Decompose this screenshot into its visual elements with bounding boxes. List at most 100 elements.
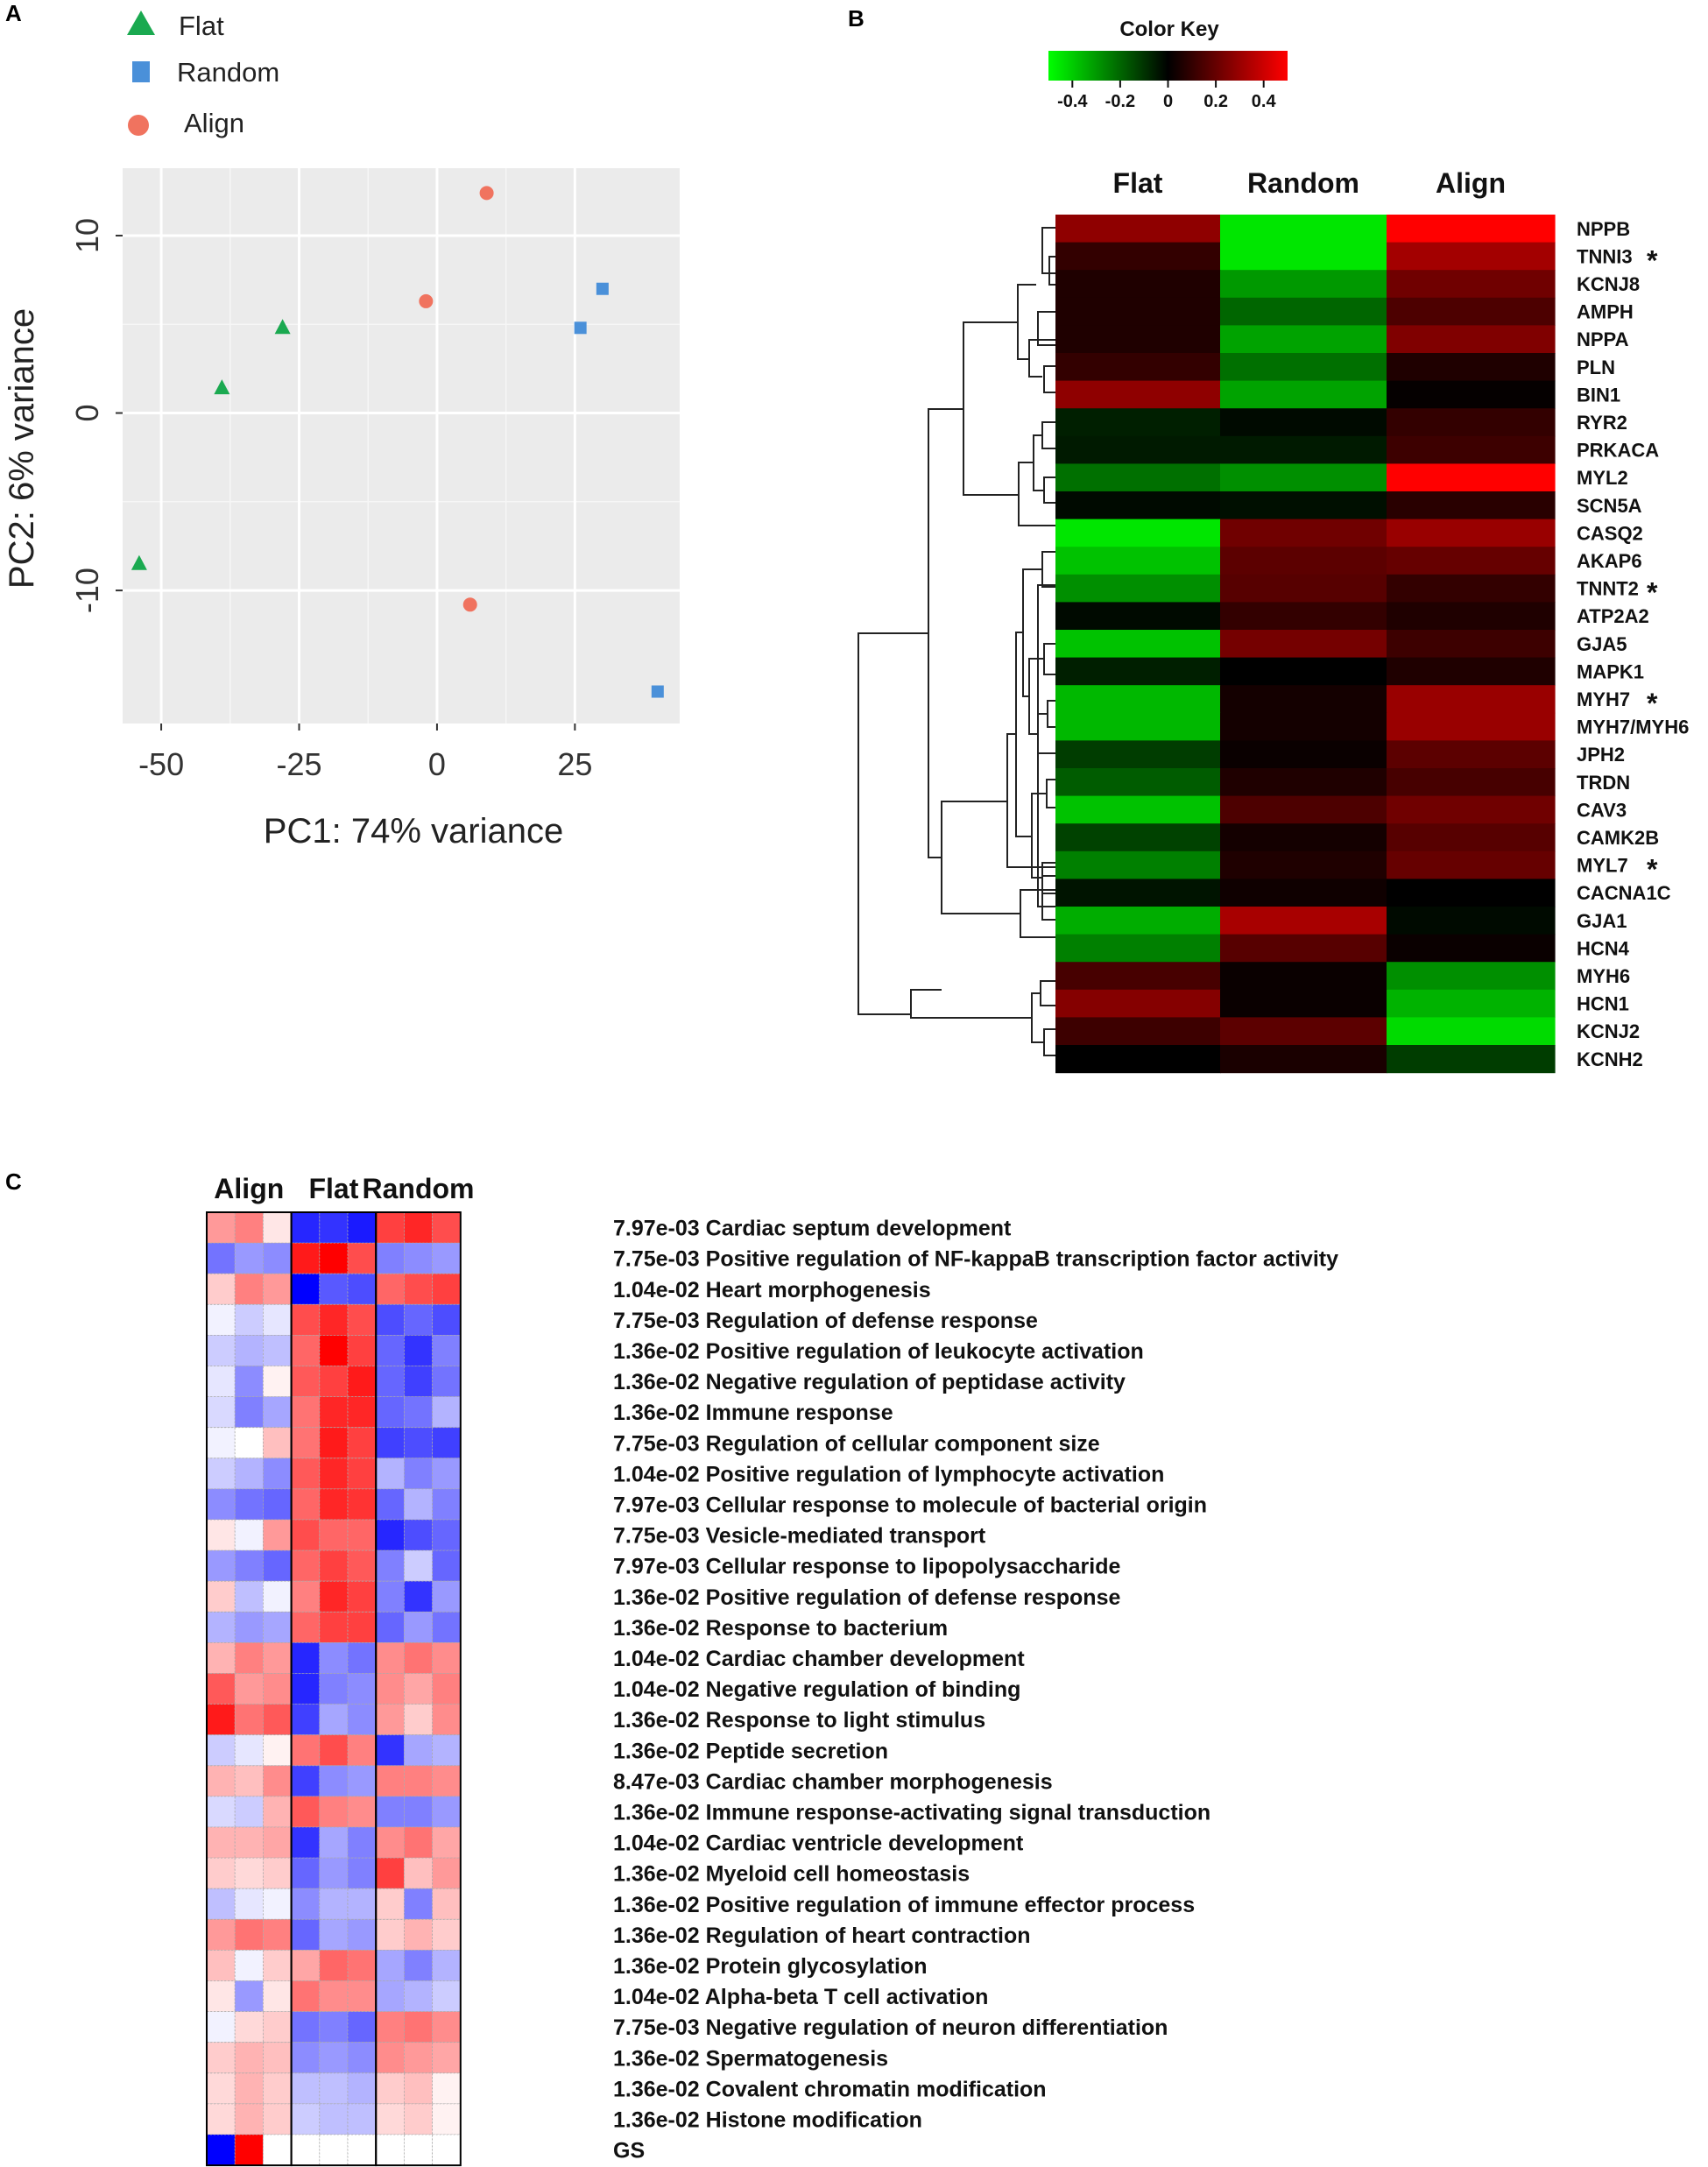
gene-heatmap-cell <box>1387 547 1556 575</box>
gene-row-label: TRDN <box>1577 772 1630 794</box>
go-heatmap-cell <box>262 2042 292 2074</box>
gene-heatmap-cell <box>1220 962 1387 991</box>
go-heatmap-cell <box>291 1765 321 1797</box>
go-heatmap-cell <box>319 1488 349 1521</box>
pca-point-align <box>479 186 494 201</box>
gene-heatmap-cell <box>1387 962 1556 991</box>
gene-heatmap-cell <box>1055 851 1221 879</box>
pca-x-tick-label: -25 <box>276 746 321 782</box>
go-heatmap-cell <box>432 2042 462 2074</box>
go-heatmap-group-frame <box>375 1211 462 2167</box>
legend-random-square-icon <box>132 61 150 82</box>
go-heatmap-cell <box>375 1980 405 2012</box>
go-heatmap-cell <box>347 1673 377 1705</box>
gene-heatmap-cell <box>1055 270 1221 299</box>
gene-heatmap-cell <box>1220 768 1387 797</box>
go-heatmap-cell <box>234 1980 264 2012</box>
go-heatmap-cell <box>206 1303 236 1336</box>
go-heatmap-cell <box>375 1734 405 1767</box>
gene-heatmap-cell <box>1055 712 1221 741</box>
go-heatmap-cell <box>432 1673 462 1705</box>
gene-heatmap-cell <box>1387 630 1556 659</box>
pca-plot-background <box>123 168 680 724</box>
gene-row-label: SCN5A <box>1577 495 1642 517</box>
go-heatmap-cell <box>432 1826 462 1859</box>
go-heatmap-cell <box>291 1826 321 1859</box>
go-term-label: 1.36e-02 Protein glycosylation <box>613 1954 927 1979</box>
pca-point-random <box>574 321 587 335</box>
go-heatmap-cell <box>291 1549 321 1582</box>
gene-heatmap-cell <box>1220 242 1387 271</box>
go-heatmap-group-header: Flat <box>308 1173 358 1204</box>
go-heatmap-cell <box>319 2134 349 2166</box>
go-heatmap-cell <box>319 1396 349 1429</box>
gene-heatmap-cell <box>1220 215 1387 244</box>
go-heatmap-cell <box>375 1796 405 1828</box>
panel-letter-b: B <box>848 5 865 32</box>
gene-heatmap-cell <box>1055 463 1221 492</box>
gene-row-label: AMPH <box>1577 301 1634 323</box>
go-heatmap-cell <box>262 1826 292 1859</box>
go-term-label: 1.36e-02 Positive regulation of leukocyt… <box>613 1339 1144 1364</box>
gene-heatmap-cell <box>1387 712 1556 741</box>
go-heatmap-cell <box>319 1642 349 1674</box>
go-heatmap-cell <box>262 1857 292 1889</box>
gene-heatmap-cell <box>1220 823 1387 852</box>
go-heatmap-cell <box>347 1519 377 1551</box>
go-term-label: 1.04e-02 Positive regulation of lymphocy… <box>613 1462 1164 1486</box>
gene-heatmap-cell <box>1220 463 1387 492</box>
go-heatmap-cell <box>262 1519 292 1551</box>
go-heatmap-cell <box>432 1734 462 1767</box>
go-heatmap-cell <box>432 1949 462 1981</box>
go-heatmap-cell <box>319 1980 349 2012</box>
gene-row-label: PRKACA <box>1577 440 1659 462</box>
go-heatmap-cell <box>206 1673 236 1705</box>
go-term-label: 1.36e-02 Positive regulation of immune e… <box>613 1893 1195 1917</box>
go-heatmap-cell <box>375 1242 405 1274</box>
gene-heatmap-cell <box>1055 795 1221 824</box>
gene-row-label: ATP2A2 <box>1577 605 1649 627</box>
go-heatmap-cell <box>234 1549 264 1582</box>
gene-heatmap-cell <box>1387 934 1556 963</box>
go-heatmap-cell <box>262 1765 292 1797</box>
gene-heatmap-cell <box>1220 712 1387 741</box>
go-term-label: 7.75e-03 Vesicle-mediated transport <box>613 1524 986 1549</box>
gene-significance-star: * <box>1647 854 1658 886</box>
gene-row-label: BIN1 <box>1577 384 1620 406</box>
gene-heatmap-cell <box>1220 491 1387 520</box>
go-heatmap-cell <box>206 2011 236 2043</box>
go-heatmap-cell <box>206 1211 236 1244</box>
go-heatmap-cell <box>234 1826 264 1859</box>
go-heatmap-cell <box>319 2042 349 2074</box>
gene-significance-star: * <box>1647 688 1658 719</box>
go-heatmap-cell <box>206 1826 236 1859</box>
gene-heatmap-cell <box>1055 879 1221 907</box>
go-term-label: 7.75e-03 Regulation of defense response <box>613 1309 1038 1333</box>
go-heatmap-cell <box>403 1734 433 1767</box>
gene-row-label: AKAP6 <box>1577 550 1642 572</box>
go-heatmap-cell <box>291 1242 321 1274</box>
gene-heatmap-cell <box>1387 491 1556 520</box>
go-heatmap-cell <box>262 1888 292 1920</box>
go-heatmap-cell <box>262 1211 292 1244</box>
gene-heatmap-cell <box>1055 740 1221 769</box>
go-heatmap-cell <box>206 1796 236 1828</box>
go-term-label: 1.36e-02 Response to light stimulus <box>613 1708 985 1733</box>
go-heatmap-cell <box>432 1918 462 1951</box>
go-heatmap-cell <box>403 1704 433 1736</box>
gene-heatmap-cell <box>1055 768 1221 797</box>
go-term-label: 1.36e-02 Spermatogenesis <box>613 2046 888 2071</box>
gene-heatmap-cell <box>1055 408 1221 437</box>
gene-heatmap-cell <box>1387 851 1556 879</box>
go-heatmap-cell <box>234 1335 264 1366</box>
gene-heatmap-cell <box>1055 435 1221 464</box>
legend-align-label: Align <box>184 108 244 138</box>
go-heatmap-cell <box>262 1396 292 1429</box>
gene-heatmap-cell <box>1220 270 1387 299</box>
gene-heatmap-cell <box>1055 353 1221 382</box>
go-heatmap-cell <box>432 1580 462 1613</box>
go-heatmap-cell <box>403 1549 433 1582</box>
go-heatmap-cell <box>234 1611 264 1643</box>
go-heatmap-cell <box>206 1242 236 1274</box>
go-heatmap-cell <box>375 1427 405 1459</box>
